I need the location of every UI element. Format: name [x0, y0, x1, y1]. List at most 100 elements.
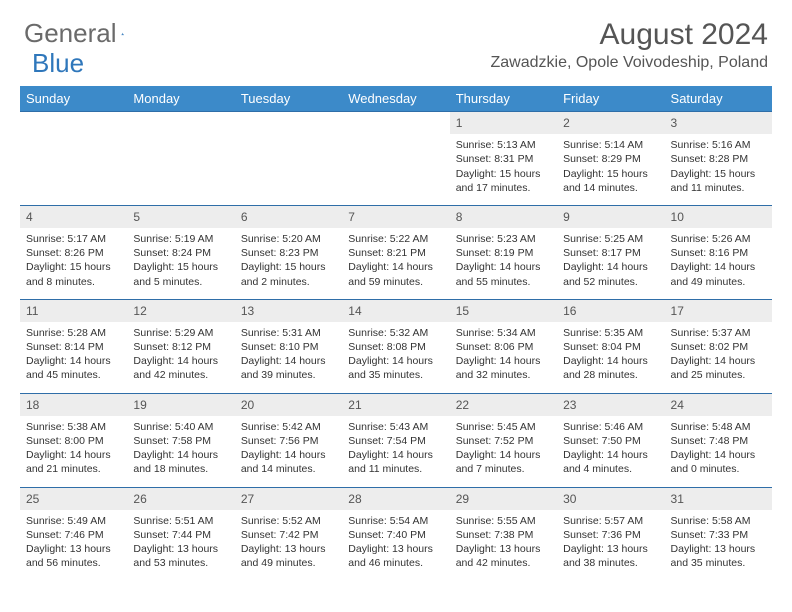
sunset-line: Sunset: 8:29 PM [563, 152, 658, 166]
day-content: Sunrise: 5:37 AMSunset: 8:02 PMDaylight:… [665, 322, 772, 393]
day-number: 7 [342, 206, 449, 228]
sunrise-line: Sunrise: 5:38 AM [26, 420, 121, 434]
sunset-line: Sunset: 8:14 PM [26, 340, 121, 354]
sunset-line: Sunset: 8:10 PM [241, 340, 336, 354]
sunset-line: Sunset: 7:58 PM [133, 434, 228, 448]
daylight-line: Daylight: 14 hours and 42 minutes. [133, 354, 228, 382]
calendar-week-row: 4Sunrise: 5:17 AMSunset: 8:26 PMDaylight… [20, 205, 772, 299]
calendar-day-cell: 24Sunrise: 5:48 AMSunset: 7:48 PMDayligh… [665, 393, 772, 487]
sunset-line: Sunset: 8:28 PM [671, 152, 766, 166]
daylight-line: Daylight: 14 hours and 14 minutes. [241, 448, 336, 476]
daylight-line: Daylight: 15 hours and 17 minutes. [456, 167, 551, 195]
sunrise-line: Sunrise: 5:13 AM [456, 138, 551, 152]
daylight-line: Daylight: 14 hours and 52 minutes. [563, 260, 658, 288]
day-content: Sunrise: 5:32 AMSunset: 8:08 PMDaylight:… [342, 322, 449, 393]
month-title: August 2024 [490, 18, 768, 52]
day-content: Sunrise: 5:28 AMSunset: 8:14 PMDaylight:… [20, 322, 127, 393]
calendar-day-cell: 19Sunrise: 5:40 AMSunset: 7:58 PMDayligh… [127, 393, 234, 487]
calendar-day-cell: 2Sunrise: 5:14 AMSunset: 8:29 PMDaylight… [557, 112, 664, 206]
day-number: 6 [235, 206, 342, 228]
sunrise-line: Sunrise: 5:37 AM [671, 326, 766, 340]
sunrise-line: Sunrise: 5:31 AM [241, 326, 336, 340]
sunrise-line: Sunrise: 5:58 AM [671, 514, 766, 528]
daylight-line: Daylight: 15 hours and 14 minutes. [563, 167, 658, 195]
day-number: 20 [235, 394, 342, 416]
weekday-header: Tuesday [235, 86, 342, 112]
day-content: Sunrise: 5:49 AMSunset: 7:46 PMDaylight:… [20, 510, 127, 581]
day-number: 11 [20, 300, 127, 322]
day-content: Sunrise: 5:20 AMSunset: 8:23 PMDaylight:… [235, 228, 342, 299]
sunset-line: Sunset: 8:02 PM [671, 340, 766, 354]
day-number: 4 [20, 206, 127, 228]
calendar-day-cell: 22Sunrise: 5:45 AMSunset: 7:52 PMDayligh… [450, 393, 557, 487]
sunrise-line: Sunrise: 5:48 AM [671, 420, 766, 434]
calendar-day-cell: 27Sunrise: 5:52 AMSunset: 7:42 PMDayligh… [235, 487, 342, 580]
calendar-day-cell: 14Sunrise: 5:32 AMSunset: 8:08 PMDayligh… [342, 299, 449, 393]
sunrise-line: Sunrise: 5:25 AM [563, 232, 658, 246]
daylight-line: Daylight: 14 hours and 35 minutes. [348, 354, 443, 382]
day-content: Sunrise: 5:16 AMSunset: 8:28 PMDaylight:… [665, 134, 772, 205]
sunset-line: Sunset: 8:24 PM [133, 246, 228, 260]
calendar-day-cell: 4Sunrise: 5:17 AMSunset: 8:26 PMDaylight… [20, 205, 127, 299]
sunrise-line: Sunrise: 5:55 AM [456, 514, 551, 528]
day-content: Sunrise: 5:13 AMSunset: 8:31 PMDaylight:… [450, 134, 557, 205]
day-content: Sunrise: 5:26 AMSunset: 8:16 PMDaylight:… [665, 228, 772, 299]
day-content: Sunrise: 5:48 AMSunset: 7:48 PMDaylight:… [665, 416, 772, 487]
day-number: 8 [450, 206, 557, 228]
sunset-line: Sunset: 8:31 PM [456, 152, 551, 166]
day-number: 1 [450, 112, 557, 134]
sunset-line: Sunset: 7:56 PM [241, 434, 336, 448]
day-number: 13 [235, 300, 342, 322]
daylight-line: Daylight: 13 hours and 42 minutes. [456, 542, 551, 570]
sunset-line: Sunset: 7:33 PM [671, 528, 766, 542]
sunrise-line: Sunrise: 5:40 AM [133, 420, 228, 434]
sunrise-line: Sunrise: 5:17 AM [26, 232, 121, 246]
calendar-week-row: 18Sunrise: 5:38 AMSunset: 8:00 PMDayligh… [20, 393, 772, 487]
daylight-line: Daylight: 14 hours and 0 minutes. [671, 448, 766, 476]
sunset-line: Sunset: 8:17 PM [563, 246, 658, 260]
calendar-day-cell: 8Sunrise: 5:23 AMSunset: 8:19 PMDaylight… [450, 205, 557, 299]
sunrise-line: Sunrise: 5:23 AM [456, 232, 551, 246]
sunset-line: Sunset: 8:00 PM [26, 434, 121, 448]
daylight-line: Daylight: 14 hours and 39 minutes. [241, 354, 336, 382]
sunset-line: Sunset: 7:38 PM [456, 528, 551, 542]
daylight-line: Daylight: 15 hours and 2 minutes. [241, 260, 336, 288]
calendar-day-cell: 13Sunrise: 5:31 AMSunset: 8:10 PMDayligh… [235, 299, 342, 393]
day-content: Sunrise: 5:17 AMSunset: 8:26 PMDaylight:… [20, 228, 127, 299]
day-number: 17 [665, 300, 772, 322]
sunset-line: Sunset: 8:08 PM [348, 340, 443, 354]
sunrise-line: Sunrise: 5:35 AM [563, 326, 658, 340]
day-content: Sunrise: 5:22 AMSunset: 8:21 PMDaylight:… [342, 228, 449, 299]
calendar-day-cell: 25Sunrise: 5:49 AMSunset: 7:46 PMDayligh… [20, 487, 127, 580]
calendar-day-cell: 17Sunrise: 5:37 AMSunset: 8:02 PMDayligh… [665, 299, 772, 393]
day-content: Sunrise: 5:40 AMSunset: 7:58 PMDaylight:… [127, 416, 234, 487]
sunset-line: Sunset: 7:50 PM [563, 434, 658, 448]
day-number: 14 [342, 300, 449, 322]
day-content: Sunrise: 5:54 AMSunset: 7:40 PMDaylight:… [342, 510, 449, 581]
day-number: 24 [665, 394, 772, 416]
day-content: Sunrise: 5:19 AMSunset: 8:24 PMDaylight:… [127, 228, 234, 299]
daylight-line: Daylight: 14 hours and 45 minutes. [26, 354, 121, 382]
calendar-day-cell [235, 112, 342, 206]
calendar-day-cell: 5Sunrise: 5:19 AMSunset: 8:24 PMDaylight… [127, 205, 234, 299]
day-content: Sunrise: 5:34 AMSunset: 8:06 PMDaylight:… [450, 322, 557, 393]
day-content: Sunrise: 5:45 AMSunset: 7:52 PMDaylight:… [450, 416, 557, 487]
weekday-header: Monday [127, 86, 234, 112]
sunrise-line: Sunrise: 5:46 AM [563, 420, 658, 434]
day-content: Sunrise: 5:51 AMSunset: 7:44 PMDaylight:… [127, 510, 234, 581]
calendar-day-cell: 6Sunrise: 5:20 AMSunset: 8:23 PMDaylight… [235, 205, 342, 299]
day-number: 26 [127, 488, 234, 510]
day-number: 10 [665, 206, 772, 228]
sunset-line: Sunset: 8:04 PM [563, 340, 658, 354]
weekday-header: Sunday [20, 86, 127, 112]
day-content: Sunrise: 5:14 AMSunset: 8:29 PMDaylight:… [557, 134, 664, 205]
calendar-day-cell: 10Sunrise: 5:26 AMSunset: 8:16 PMDayligh… [665, 205, 772, 299]
daylight-line: Daylight: 14 hours and 4 minutes. [563, 448, 658, 476]
day-content: Sunrise: 5:31 AMSunset: 8:10 PMDaylight:… [235, 322, 342, 393]
day-number: 22 [450, 394, 557, 416]
day-content: Sunrise: 5:38 AMSunset: 8:00 PMDaylight:… [20, 416, 127, 487]
calendar-day-cell [20, 112, 127, 206]
sunset-line: Sunset: 8:06 PM [456, 340, 551, 354]
calendar-week-row: 25Sunrise: 5:49 AMSunset: 7:46 PMDayligh… [20, 487, 772, 580]
calendar-day-cell: 1Sunrise: 5:13 AMSunset: 8:31 PMDaylight… [450, 112, 557, 206]
